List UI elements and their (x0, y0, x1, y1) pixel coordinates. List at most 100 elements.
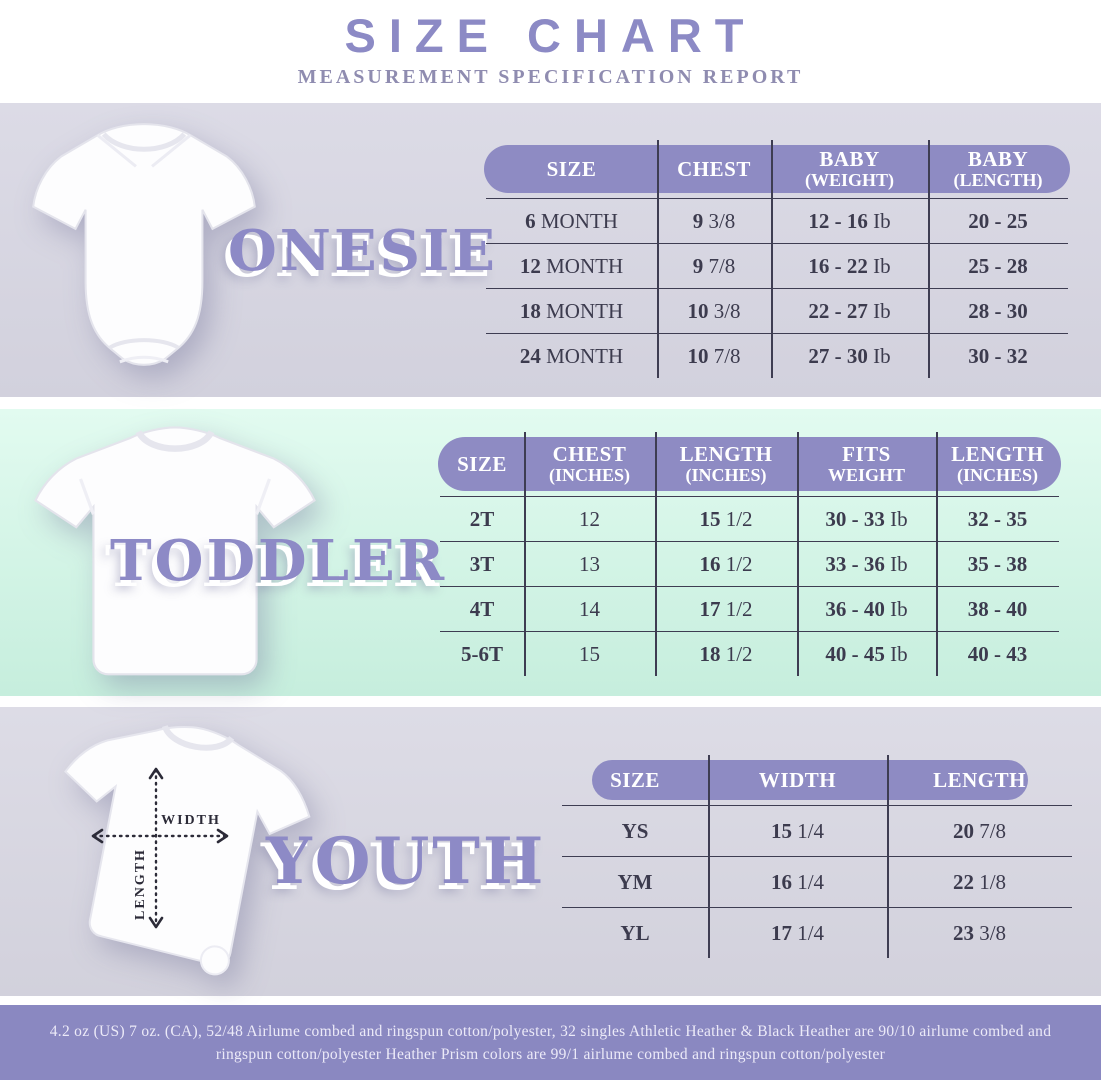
youth-section-label: YOUTH (266, 824, 547, 899)
table-cell: 12 MONTH (519, 253, 624, 278)
table-cell: YM (617, 869, 653, 894)
table-cell: 25 - 28 (968, 253, 1028, 278)
header-pill (484, 145, 1070, 193)
toddler-section-label: TODDLER (110, 528, 448, 594)
arrowhead-down-icon (148, 916, 164, 929)
column-header: SIZE (610, 767, 660, 792)
youth-shirt-illustration: WIDTH LENGTH (64, 724, 311, 976)
table-cell: 16 - 22 Ib (808, 253, 891, 278)
arrowhead-up-icon (148, 767, 164, 780)
table-row: YL 17 1/4 23 3/8 (562, 907, 1072, 958)
table-cell: 17 1/2 (699, 596, 753, 621)
column-divider (797, 432, 799, 676)
onesie-size-table: SIZE CHEST BABY (WEIGHT) BABY (LENGTH) 6 MONTH… (484, 140, 1070, 378)
table-cell: 20 7/8 (952, 818, 1007, 843)
onesie-illustration (32, 123, 256, 366)
footer-line-2: ringspun cotton/polyester Heather Prism … (215, 1046, 886, 1063)
table-cell: 15 1/2 (699, 506, 753, 531)
column-header: SIZE (546, 156, 597, 181)
footer-line-1: 4.2 oz (US) 7 oz. (CA), 52/48 Airlume co… (49, 1023, 1052, 1040)
table-row: YM 16 1/4 22 1/8 (562, 856, 1072, 907)
table-cell: 30 - 32 (968, 343, 1028, 368)
youth-size-table: SIZE WIDTH LENGTH YS 15 1/4 20 7/8 YM 16 1/4 22 … (562, 755, 1072, 958)
onesie-photo (22, 112, 266, 395)
table-cell: 15 1/4 (770, 818, 825, 843)
table-cell: 9 3/8 (692, 208, 736, 233)
table-row: 3T 13 16 1/2 33 - 36 Ib 35 - 38 (440, 541, 1059, 586)
table-cell: 10 3/8 (687, 298, 741, 323)
table-cell: 6 MONTH (525, 208, 618, 233)
column-header: WIDTH (758, 767, 837, 792)
table-cell: 27 - 30 Ib (808, 343, 891, 368)
column-divider (708, 755, 710, 958)
table-row: 24 MONTH 10 7/8 27 - 30 Ib 30 - 32 (486, 333, 1068, 378)
table-cell: 13 (579, 551, 600, 576)
table-cell: 16 1/4 (770, 869, 825, 894)
width-diagram-label: WIDTH (161, 813, 221, 828)
column-header: LENGTH (INCHES) (951, 441, 1044, 485)
table-cell: YS (621, 818, 649, 843)
table-row: 18 MONTH 10 3/8 22 - 27 Ib 28 - 30 (486, 288, 1068, 333)
table-row: 12 MONTH 9 7/8 16 - 22 Ib 25 - 28 (486, 243, 1068, 288)
table-cell: 22 - 27 Ib (808, 298, 891, 323)
table-cell: 18 MONTH (519, 298, 624, 323)
table-cell: 15 (579, 641, 600, 666)
column-header: FITS WEIGHT (827, 441, 906, 485)
table-cell: 12 - 16 Ib (808, 208, 891, 233)
page-subtitle: MEASUREMENT SPECIFICATION REPORT (297, 66, 804, 88)
table-row: 5-6T 15 18 1/2 40 - 45 Ib 40 - 43 (440, 631, 1059, 676)
column-header: CHEST (677, 156, 751, 181)
table-cell: 24 MONTH (519, 343, 624, 368)
table-cell: 30 - 33 Ib (825, 506, 908, 531)
table-cell: 22 1/8 (952, 869, 1007, 894)
table-cell: 32 - 35 (967, 506, 1028, 531)
table-cell: 40 - 43 (967, 641, 1028, 666)
column-divider (771, 140, 773, 378)
column-divider (936, 432, 938, 676)
table-cell: 17 1/4 (770, 920, 825, 945)
column-divider (928, 140, 930, 378)
table-cell: 9 7/8 (692, 253, 736, 278)
fabric-info-footer: 4.2 oz (US) 7 oz. (CA), 52/48 Airlume co… (0, 1005, 1101, 1080)
toddler-shirt-illustration (34, 426, 316, 676)
arrowhead-left-icon (91, 828, 104, 844)
table-cell: 12 (579, 506, 600, 531)
column-header: CHEST (INCHES) (548, 441, 630, 485)
table-cell: 40 - 45 Ib (825, 641, 908, 666)
table-row: YS 15 1/4 20 7/8 (562, 805, 1072, 856)
header-pill (592, 760, 1028, 800)
table-cell: 3T (469, 551, 495, 576)
table-cell: 20 - 25 (968, 208, 1028, 233)
header-pill (438, 437, 1061, 491)
table-cell: 33 - 36 Ib (825, 551, 908, 576)
table-cell: 16 1/2 (699, 551, 753, 576)
table-row: 2T 12 15 1/2 30 - 33 Ib 32 - 35 (440, 496, 1059, 541)
toddler-size-table: SIZE CHEST (INCHES) LENGTH (INCHES) FITS WEIGH… (438, 432, 1061, 676)
table-cell: 18 1/2 (699, 641, 753, 666)
column-divider (524, 432, 526, 676)
column-header: LENGTH (933, 767, 1026, 792)
table-cell: 4T (469, 596, 495, 621)
youth-photo: WIDTH LENGTH (38, 708, 338, 999)
table-cell: 14 (579, 596, 600, 621)
table-cell: 35 - 38 (967, 551, 1028, 576)
table-cell: 38 - 40 (967, 596, 1028, 621)
column-divider (655, 432, 657, 676)
column-header: SIZE (457, 451, 507, 476)
arrowhead-right-icon (216, 828, 229, 844)
table-row: 4T 14 17 1/2 36 - 40 Ib 38 - 40 (440, 586, 1059, 631)
table-row: 6 MONTH 9 3/8 12 - 16 Ib 20 - 25 (486, 198, 1068, 243)
table-cell: 23 3/8 (952, 920, 1007, 945)
length-diagram-label: LENGTH (133, 848, 148, 920)
table-cell: YL (620, 920, 650, 945)
column-divider (657, 140, 659, 378)
page-title: SIZE CHART (344, 9, 757, 62)
table-cell: 28 - 30 (968, 298, 1028, 323)
toddler-photo (14, 412, 336, 699)
table-cell: 36 - 40 Ib (825, 596, 908, 621)
column-header: BABY (LENGTH) (953, 146, 1043, 190)
table-cell: 10 7/8 (687, 343, 741, 368)
column-header: LENGTH (INCHES) (679, 441, 773, 485)
onesie-section-label: ONESIE (228, 218, 498, 284)
